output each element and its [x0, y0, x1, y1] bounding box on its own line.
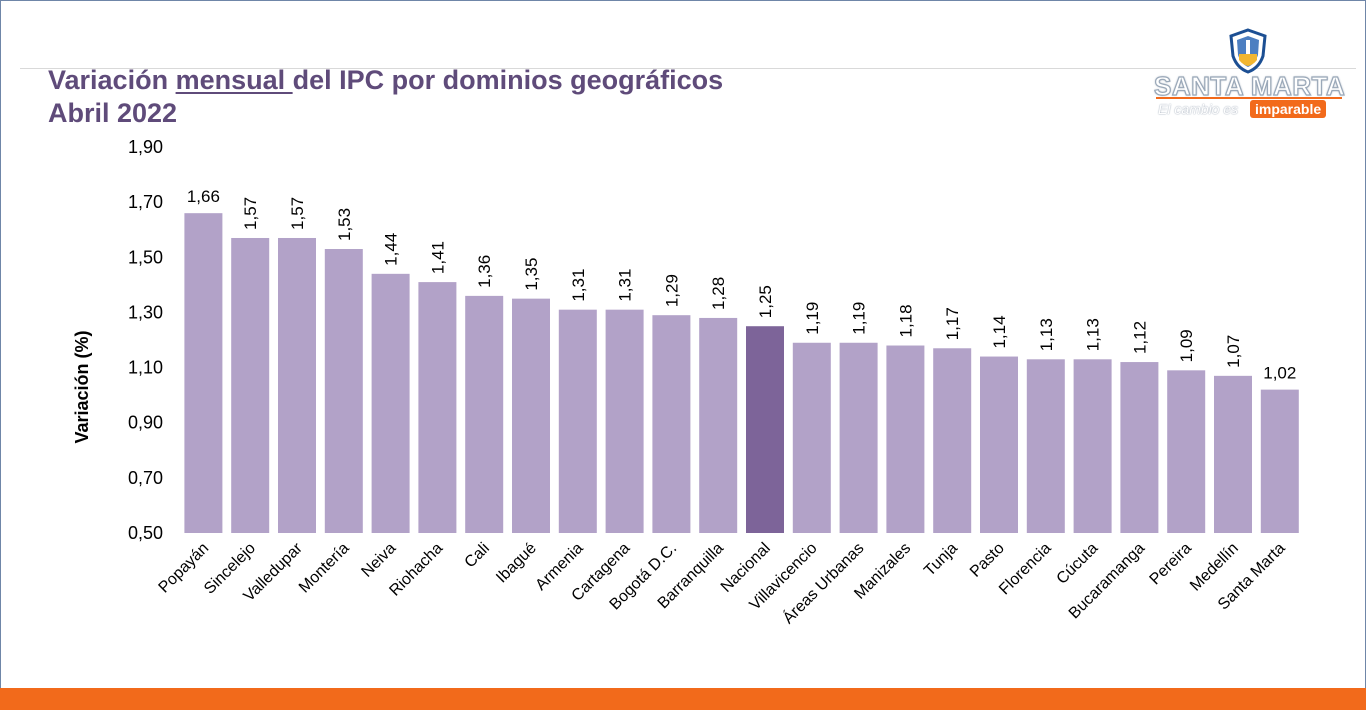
bar — [1073, 359, 1112, 533]
logo-badge: imparable — [1250, 100, 1327, 118]
header-divider — [20, 68, 1356, 69]
bar — [886, 345, 925, 533]
y-tick-label: 0,70 — [128, 468, 163, 488]
bar — [605, 309, 644, 533]
data-label: 1,44 — [382, 233, 401, 266]
x-tick-label: Tunja — [921, 540, 961, 580]
y-tick-label: 1,10 — [128, 358, 163, 378]
data-label: 1,57 — [288, 197, 307, 230]
bar — [699, 317, 738, 533]
bar — [418, 282, 457, 533]
data-label: 1,66 — [187, 187, 220, 206]
data-label: 1,29 — [662, 274, 681, 307]
data-label: 1,57 — [241, 197, 260, 230]
data-label: 1,25 — [756, 285, 775, 318]
bar — [839, 342, 878, 533]
data-label: 1,12 — [1130, 321, 1149, 354]
data-label: 1,28 — [709, 277, 728, 310]
bar — [231, 237, 270, 533]
bar — [324, 249, 363, 533]
value-labels-group: 1,66 1,57 1,57 1,53 1,44 1,41 1,36 1,35 1,31 1,31… — [187, 187, 1296, 382]
data-label: 1,19 — [803, 302, 822, 335]
data-label: 1,31 — [569, 269, 588, 302]
title-part-1: Variación — [48, 65, 176, 95]
data-label: 1,09 — [1177, 329, 1196, 362]
chart-title: Variación mensual del IPC por dominios g… — [48, 64, 723, 130]
data-label: 1,18 — [896, 304, 915, 337]
data-label: 1,31 — [616, 269, 635, 302]
bar — [371, 273, 410, 533]
y-tick-label: 0,90 — [128, 413, 163, 433]
y-axis-label: Variación (%) — [72, 330, 92, 443]
data-label: 1,14 — [990, 315, 1009, 348]
logo-tagline: El cambio es — [1158, 101, 1239, 117]
bar — [933, 348, 972, 533]
bar — [184, 213, 223, 533]
y-tick-label: 1,50 — [128, 247, 163, 267]
data-label: 1,35 — [522, 258, 541, 291]
title-underlined-word: mensual — [175, 65, 293, 95]
bar — [792, 342, 831, 533]
bar — [465, 295, 504, 533]
bar — [558, 309, 597, 533]
data-label: 1,19 — [850, 302, 869, 335]
bar — [980, 356, 1018, 533]
y-tick-label: 1,30 — [128, 302, 163, 322]
data-label: 1,07 — [1224, 335, 1243, 368]
data-label: 1,17 — [943, 307, 962, 340]
logo-underline — [1156, 97, 1342, 99]
bar — [1260, 389, 1299, 533]
bar — [1026, 359, 1065, 533]
logo-name: SANTA MARTA — [1153, 70, 1346, 101]
bar — [652, 315, 691, 533]
bar-chart: Variación (%) 1,90 1,70 1,50 1,30 1,10 0,90 0,… — [72, 137, 1299, 627]
data-label: 1,53 — [335, 208, 354, 241]
bar-highlight — [746, 326, 784, 533]
x-tick-label: Montería — [296, 540, 353, 597]
x-tick-label: Pasto — [967, 540, 1008, 581]
y-tick-label: 0,50 — [128, 523, 163, 543]
bars-group — [184, 213, 1299, 533]
x-tick-label: Neiva — [358, 540, 399, 581]
x-tick-label: Áreas Urbanas — [779, 538, 868, 627]
bar — [278, 237, 316, 533]
y-tick-label: 1,70 — [128, 192, 163, 212]
x-tick-label: Ibagué — [493, 540, 540, 587]
data-label: 1,02 — [1263, 364, 1296, 383]
bar — [1167, 370, 1206, 533]
footer-bar — [0, 688, 1366, 710]
bar — [1214, 375, 1252, 533]
bar — [512, 298, 550, 533]
data-label: 1,13 — [1037, 318, 1056, 351]
data-label: 1,13 — [1084, 318, 1103, 351]
data-label: 1,41 — [428, 241, 447, 274]
x-tick-label: Florencia — [996, 540, 1055, 599]
bar — [1120, 362, 1159, 533]
chart-subtitle: Abril 2022 — [48, 98, 178, 128]
y-axis-ticks: 1,90 1,70 1,50 1,30 1,10 0,90 0,70 0,50 — [128, 137, 163, 543]
title-part-2: del IPC por dominios geográficos — [292, 65, 724, 95]
x-tick-label: Cali — [462, 540, 494, 572]
santa-marta-logo: SANTA MARTA El cambio es imparable — [1150, 24, 1350, 124]
data-label: 1,36 — [475, 255, 494, 288]
y-tick-label: 1,90 — [128, 137, 163, 157]
coat-of-arms-icon — [1229, 28, 1267, 74]
